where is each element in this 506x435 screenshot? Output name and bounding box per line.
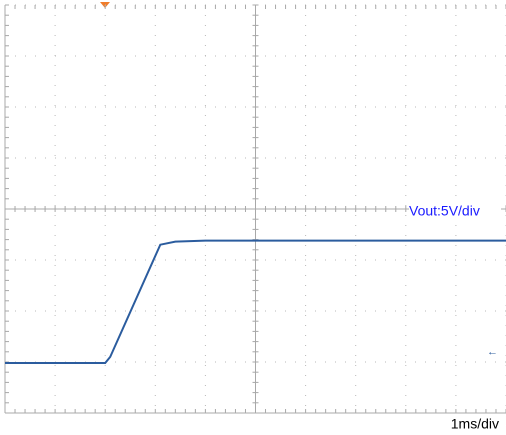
label-bg bbox=[409, 203, 501, 219]
channel-label: Vout:5V/div bbox=[409, 203, 480, 219]
waveform bbox=[5, 239, 506, 365]
ground-marker: ← bbox=[487, 346, 498, 358]
timebase-label: 1ms/div bbox=[451, 416, 499, 432]
